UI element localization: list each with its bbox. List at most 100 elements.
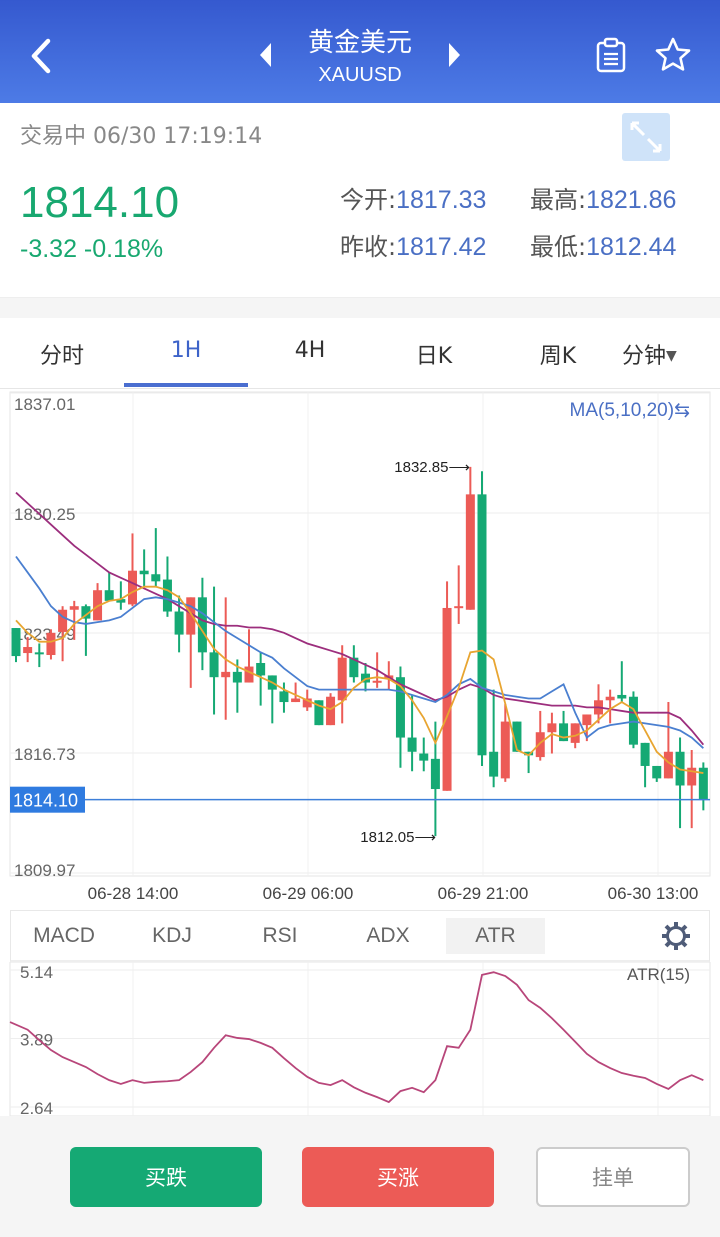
plot-border <box>9 391 711 877</box>
section-divider <box>0 297 720 318</box>
candle-up <box>663 751 673 779</box>
candle-up <box>69 606 79 610</box>
expand-button[interactable] <box>622 113 670 161</box>
candle-down <box>104 590 114 601</box>
back-chevron-icon[interactable] <box>28 38 54 74</box>
high-stat: 最高:1821.86 <box>530 180 676 215</box>
candle-up <box>326 696 336 726</box>
tab-adx[interactable]: ADX <box>366 924 410 947</box>
open-value: 1817.33 <box>396 186 487 214</box>
active-tab-underline <box>124 383 248 387</box>
x-tick-label: 06-28 14:00 <box>87 884 179 903</box>
candle-down <box>139 570 149 575</box>
x-tick-label: 06-29 06:00 <box>262 884 354 903</box>
instrument-symbol: XAUUSD <box>318 64 402 86</box>
candle-up <box>454 606 464 609</box>
candle-up <box>337 657 347 701</box>
candle-down <box>652 765 662 779</box>
candle-up <box>465 494 475 610</box>
candle-down <box>512 721 522 752</box>
open-stat: 今开:1817.33 <box>340 180 486 215</box>
tab-weekly[interactable]: 周K <box>539 344 577 369</box>
candle-down <box>395 677 405 738</box>
candle-up <box>605 696 615 701</box>
candle-up <box>46 632 56 656</box>
candle-down <box>430 758 440 790</box>
prev-close-value: 1817.42 <box>396 233 487 261</box>
candle-down <box>419 753 429 761</box>
ma10-line <box>15 555 704 749</box>
candle-down <box>279 691 289 703</box>
candle-down <box>162 579 172 612</box>
candle-down <box>11 628 21 657</box>
tab-1h[interactable]: 1H <box>170 338 202 363</box>
open-label: 今开: <box>340 186 397 214</box>
low-label: 最低: <box>530 233 587 261</box>
atr-line <box>9 971 704 1104</box>
tab-minutes[interactable]: 分钟▼ <box>622 338 712 370</box>
ma-legend: MA(5,10,20)⇆ <box>570 400 690 421</box>
candle-down <box>197 597 207 653</box>
buy-button[interactable]: 买涨 <box>302 1147 494 1207</box>
candle-down <box>640 742 650 766</box>
star-icon[interactable] <box>654 36 692 74</box>
ma20-line <box>15 491 705 746</box>
min-price-annotation: 1812.05⟶ <box>360 829 436 846</box>
tab-atr[interactable]: ATR <box>475 924 516 947</box>
candle-up <box>128 570 137 605</box>
candle-up <box>58 609 68 632</box>
candle-down <box>116 599 126 603</box>
prev-close-stat: 昨收:1817.42 <box>340 227 486 262</box>
expand-icon <box>630 121 662 153</box>
candle-up <box>442 607 452 791</box>
tab-timeshare[interactable]: 分时 <box>39 344 84 369</box>
candle-down <box>477 494 487 756</box>
candle-up <box>547 723 557 733</box>
candle-up <box>570 723 580 743</box>
candle-up <box>291 698 301 703</box>
y-tick-label: 1809.97 <box>14 861 75 880</box>
tab-4h[interactable]: 4H <box>294 338 326 363</box>
candle-up <box>582 714 592 726</box>
prev-triangle-icon[interactable] <box>258 42 272 68</box>
x-tick-label: 06-29 21:00 <box>437 884 529 903</box>
gear-icon[interactable] <box>660 920 692 952</box>
divider <box>0 388 720 389</box>
price-change: -3.32 -0.18% <box>20 235 164 263</box>
prev-close-label: 昨收: <box>340 233 397 261</box>
tab-minutes-label: 分钟 <box>622 344 667 369</box>
current-price: 1814.10 <box>20 178 180 227</box>
candle-down <box>698 767 708 800</box>
candle-down <box>256 663 266 676</box>
ma5-line <box>15 585 704 774</box>
candle-up <box>372 680 382 683</box>
current-price-tag <box>10 786 85 813</box>
tab-kdj[interactable]: KDJ <box>152 924 192 947</box>
y-tick-label: 1816.73 <box>14 745 75 764</box>
candle-down <box>617 694 627 699</box>
candlestick-chart[interactable]: 1837.011830.251823.491816.731809.971814.… <box>0 390 720 880</box>
sell-button[interactable]: 买跌 <box>70 1147 262 1207</box>
atr-legend: ATR(15) <box>627 965 690 984</box>
candle-up <box>535 732 545 758</box>
candle-down <box>524 751 534 756</box>
candle-up <box>23 647 33 654</box>
tab-rsi[interactable]: RSI <box>262 924 298 947</box>
indicator-tabs <box>10 910 710 962</box>
tab-macd[interactable]: MACD <box>33 924 95 947</box>
x-tick-label: 06-30 13:00 <box>607 884 699 903</box>
high-value: 1821.86 <box>586 186 677 214</box>
clipboard-icon[interactable] <box>596 37 626 73</box>
max-price-annotation: 1832.85⟶ <box>394 459 470 476</box>
candle-down <box>232 671 242 683</box>
pending-order-button[interactable]: 挂单 <box>536 1147 690 1207</box>
candle-up <box>500 721 510 779</box>
next-triangle-icon[interactable] <box>448 42 462 68</box>
y-tick-label: 1830.25 <box>14 505 75 524</box>
candle-down <box>151 574 161 582</box>
candle-up <box>186 597 196 635</box>
candle-down <box>559 723 569 742</box>
tab-daily[interactable]: 日K <box>415 344 453 369</box>
y-tick-label: 1837.01 <box>14 395 75 414</box>
